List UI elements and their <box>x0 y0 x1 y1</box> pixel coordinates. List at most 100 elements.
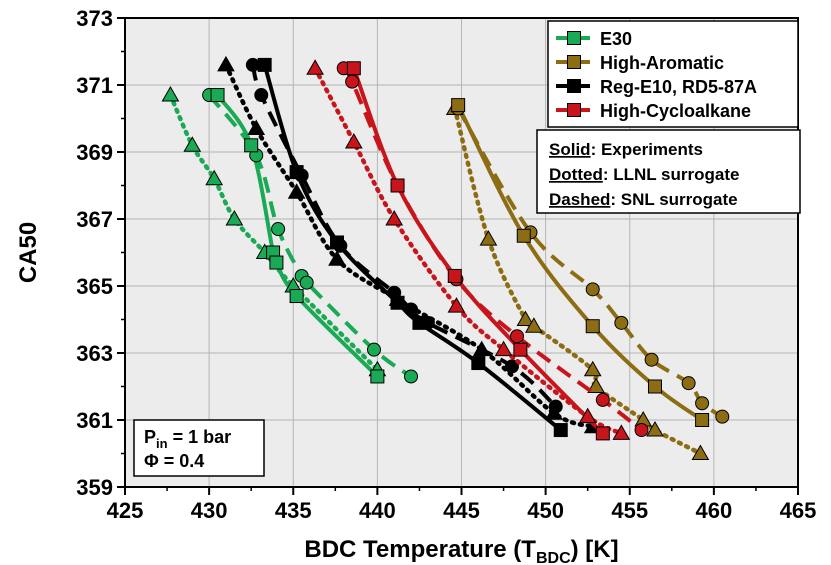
experiment-point <box>516 228 531 243</box>
snl-point <box>404 302 419 317</box>
experiment-point <box>257 57 272 72</box>
x-tick-label: 425 <box>107 498 144 523</box>
experiment-point <box>447 268 462 283</box>
line-style-note: Solid: Experiments Dotted: LLNL surrogat… <box>536 129 801 214</box>
legend-item: High-Cycloalkane <box>556 101 751 121</box>
llnl-point <box>183 136 202 152</box>
llnl-point <box>385 209 404 226</box>
note-dashed: Dashed: SNL surrogate <box>549 190 738 209</box>
conditions-note-box <box>133 419 265 477</box>
legend-label: Reg-E10, RD5-87A <box>600 77 757 97</box>
snl-point <box>644 352 659 367</box>
snl-point <box>367 342 382 357</box>
x-axis-title-tail: ) [K] <box>571 536 619 563</box>
llnl-point <box>447 297 466 313</box>
llnl-point <box>587 377 605 393</box>
llnl-point <box>306 59 324 75</box>
snl-point <box>585 282 600 297</box>
series-1 <box>445 98 730 460</box>
llnl-line <box>223 62 595 429</box>
y-tick-label: 371 <box>76 73 113 98</box>
legend-item: E30 <box>556 29 632 49</box>
experiment-point <box>412 315 427 330</box>
note-dashed-text: : SNL surrogate <box>610 190 737 209</box>
x-tick-label: 460 <box>696 498 733 523</box>
legend-marker <box>567 31 581 45</box>
x-tick-label: 445 <box>443 498 480 523</box>
x-tick-label: 450 <box>527 498 564 523</box>
experiment-point <box>553 423 568 438</box>
experiment-point <box>329 235 344 250</box>
y-tick-label: 367 <box>76 207 113 232</box>
snl-point <box>245 57 260 72</box>
legend-label: High-Cycloalkane <box>600 101 751 121</box>
snl-point <box>254 88 269 103</box>
x-axis-title: BDC Temperature (TBDC) [K] <box>304 536 618 565</box>
snl-point <box>634 423 649 438</box>
experiment-point <box>269 255 284 270</box>
experiment-point <box>585 319 600 334</box>
legend: E30 High-Aromatic Reg-E10, RD5-87A High-Cyc… <box>547 20 799 128</box>
llnl-point <box>225 209 244 226</box>
note-dotted: Dotted: LLNL surrogate <box>549 165 739 184</box>
note-dotted-label: Dotted <box>549 165 603 184</box>
experiment-point <box>471 356 486 371</box>
snl-point <box>299 275 314 290</box>
snl-point <box>404 369 419 384</box>
snl-point <box>715 409 730 424</box>
llnl-point <box>247 119 266 136</box>
note-solid: Solid: Experiments <box>549 140 703 159</box>
pressure-main: P <box>144 427 156 447</box>
llnl-point <box>578 407 597 424</box>
pressure-subscript: in <box>156 436 168 451</box>
axis-ticks: 425 430 435 440 445 450 455 460 465 359 361 363 365 3… <box>76 6 816 523</box>
x-tick-label: 440 <box>359 498 396 523</box>
experiment-point <box>210 88 225 103</box>
experiment-point <box>451 98 466 113</box>
experiment-point <box>513 342 528 357</box>
snl-point <box>695 396 710 411</box>
note-dashed-label: Dashed <box>549 190 610 209</box>
y-tick-label: 373 <box>76 6 113 31</box>
llnl-point <box>472 340 491 357</box>
x-axis-title-main: BDC Temperature (T <box>304 536 536 563</box>
note-solid-text: : Experiments <box>591 140 703 159</box>
y-tick-label: 363 <box>76 341 113 366</box>
x-tick-label: 430 <box>191 498 228 523</box>
conditions-note: Pin = 1 bar Φ = 0.4 <box>133 419 265 477</box>
llnl-point <box>217 55 235 72</box>
snl-point <box>510 329 525 344</box>
legend-marker <box>567 103 581 117</box>
legend-label: E30 <box>600 29 632 49</box>
note-dotted-text: : LLNL surrogate <box>603 165 740 184</box>
llnl-point <box>479 230 498 246</box>
experiment-point <box>346 61 361 76</box>
llnl-point <box>524 317 543 333</box>
series-3 <box>306 59 649 441</box>
series-0 <box>161 86 419 384</box>
series-2 <box>217 55 602 438</box>
y-tick-label: 365 <box>76 274 113 299</box>
legend-marker <box>567 55 581 69</box>
llnl-point <box>583 360 602 377</box>
y-tick-label: 361 <box>76 408 113 433</box>
experiment-point <box>289 289 304 304</box>
snl-point <box>595 392 610 407</box>
snl-point <box>614 315 629 330</box>
legend-item: High-Aromatic <box>556 53 724 73</box>
x-tick-label: 465 <box>780 498 817 523</box>
llnl-point <box>205 169 224 186</box>
llnl-point <box>161 86 180 102</box>
experiment-point <box>595 426 610 441</box>
x-axis-title-subscript: BDC <box>536 550 571 565</box>
llnl-point <box>646 421 664 437</box>
llnl-point <box>328 250 346 266</box>
series-layer <box>161 55 730 460</box>
pressure-label: Pin = 1 bar <box>144 427 231 451</box>
x-tick-label: 435 <box>275 498 312 523</box>
experiment-point <box>370 369 385 384</box>
experiment-point <box>695 413 710 427</box>
llnl-point <box>344 132 363 149</box>
legend-marker <box>567 79 581 93</box>
